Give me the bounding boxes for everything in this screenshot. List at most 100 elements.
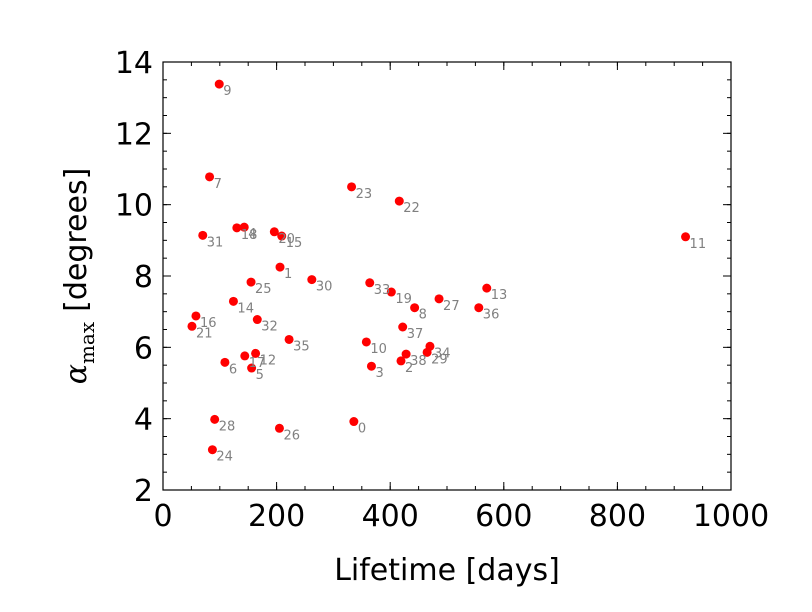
- data-point-label: 21: [196, 326, 213, 341]
- data-point: [474, 303, 484, 313]
- data-point-label: 8: [419, 308, 427, 323]
- data-point: [681, 232, 691, 242]
- data-point: [246, 277, 256, 287]
- data-point: [394, 196, 404, 206]
- x-tick-label: 1000: [693, 499, 769, 534]
- x-tick-label: 800: [589, 499, 646, 534]
- data-point-label: 35: [293, 339, 310, 354]
- data-point: [269, 227, 279, 237]
- data-point-label: 3: [375, 366, 383, 381]
- y-tick-label: 8: [134, 260, 153, 295]
- data-point-label: 27: [443, 299, 460, 314]
- x-tick-label: 400: [362, 499, 419, 534]
- data-point-label: 18: [241, 228, 258, 243]
- data-point: [252, 315, 262, 325]
- data-point: [386, 287, 396, 297]
- data-point-label: 1: [284, 267, 292, 282]
- y-tick-label: 4: [134, 403, 153, 438]
- data-point: [187, 321, 197, 331]
- data-point: [398, 322, 408, 332]
- point-labels: 0123456789101112131415161718192021222324…: [196, 84, 706, 465]
- data-point: [210, 414, 220, 424]
- data-point-label: 31: [207, 235, 224, 250]
- x-tick-labels: 0 200 400 600 800 1000: [153, 499, 769, 534]
- data-point: [347, 182, 357, 192]
- data-point: [275, 262, 285, 272]
- data-point: [240, 351, 250, 361]
- data-point: [349, 417, 359, 427]
- data-point-label: 32: [261, 320, 278, 335]
- data-point-label: 28: [219, 419, 236, 434]
- data-point-label: 29: [431, 352, 448, 367]
- data-point: [361, 337, 371, 347]
- data-point-label: 14: [237, 301, 254, 316]
- data-point-label: 19: [395, 292, 412, 307]
- data-point: [207, 445, 217, 455]
- data-point: [425, 341, 435, 351]
- y-tick-label: 12: [115, 117, 153, 152]
- data-point: [401, 349, 411, 359]
- data-point: [284, 334, 294, 344]
- data-point-label: 9: [223, 84, 231, 99]
- y-tick-labels: 2 4 6 8 10 12 14: [115, 46, 153, 509]
- data-point: [220, 357, 230, 367]
- plot-background: [163, 62, 731, 490]
- data-point-label: 33: [374, 283, 391, 298]
- data-point-label: 6: [229, 362, 237, 377]
- data-point: [239, 222, 249, 232]
- data-point-label: 16: [200, 316, 217, 331]
- x-tick-label: 600: [475, 499, 532, 534]
- data-point-label: 2: [405, 361, 413, 376]
- data-point-label: 20: [278, 232, 295, 247]
- y-axis-title: αmax [degrees]: [59, 168, 99, 385]
- data-point-label: 26: [283, 428, 300, 443]
- y-axis-subscript: max: [75, 321, 99, 364]
- y-tick-label: 10: [115, 189, 153, 224]
- y-tick-label: 2: [134, 474, 153, 509]
- data-point-label: 24: [216, 450, 233, 465]
- data-point-label: 10: [370, 342, 387, 357]
- y-axis-unit: [degrees]: [59, 168, 94, 312]
- data-point: [214, 79, 224, 89]
- data-point: [277, 231, 287, 241]
- data-point: [434, 294, 444, 304]
- data-point-label: 4: [248, 227, 256, 242]
- x-axis-title: Lifetime [days]: [334, 553, 560, 588]
- data-point: [191, 311, 201, 321]
- y-tick-label: 6: [134, 331, 153, 366]
- data-point-label: 12: [260, 353, 277, 368]
- data-point-label: 30: [316, 280, 333, 295]
- data-point-label: 13: [491, 288, 508, 303]
- data-point: [366, 361, 376, 371]
- data-point: [274, 423, 284, 433]
- data-point-label: 11: [690, 237, 707, 252]
- data-points: [187, 79, 691, 455]
- data-point-label: 34: [434, 346, 451, 361]
- data-point: [228, 296, 238, 306]
- data-point: [307, 275, 317, 285]
- x-tick-label: 200: [248, 499, 305, 534]
- data-point-label: 0: [358, 422, 366, 437]
- data-point-label: 38: [410, 354, 427, 369]
- data-point: [365, 278, 375, 288]
- data-point: [198, 230, 208, 240]
- data-point-label: 25: [255, 282, 272, 297]
- data-point-label: 15: [286, 236, 303, 251]
- plot-frame: [162, 61, 732, 491]
- data-point: [482, 283, 492, 293]
- data-point: [410, 303, 420, 313]
- data-point-label: 23: [356, 187, 373, 202]
- data-point: [247, 363, 257, 373]
- y-axis-symbol: α: [59, 364, 94, 384]
- data-point-label: 17: [249, 356, 266, 371]
- data-point: [205, 172, 215, 182]
- data-point-label: 7: [214, 177, 222, 192]
- data-point-label: 37: [407, 327, 424, 342]
- data-point-label: 36: [483, 308, 500, 323]
- data-point-label: 22: [403, 201, 420, 216]
- x-tick-label: 0: [153, 499, 172, 534]
- data-point-label: 5: [256, 368, 264, 383]
- data-point: [396, 356, 406, 366]
- data-point: [251, 348, 261, 358]
